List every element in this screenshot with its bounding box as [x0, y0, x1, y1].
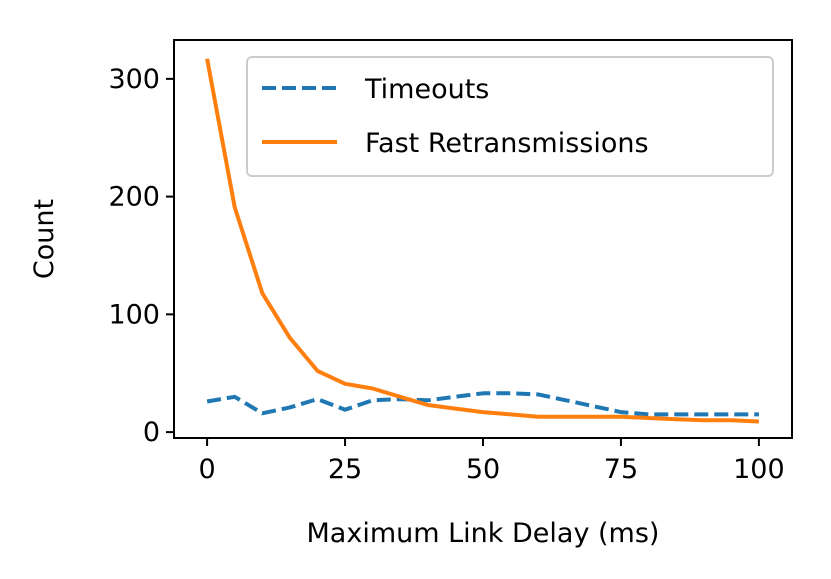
x-tick-label: 100	[733, 454, 785, 485]
ticks-layer: 0 25 50 75 100 0 100 200 300	[108, 64, 784, 485]
legend-label: Fast Retransmissions	[365, 128, 649, 159]
legend-box	[246, 56, 774, 177]
x-tick-label: 75	[604, 454, 638, 485]
y-tick-label: 300	[108, 64, 160, 95]
series-line-fast-retransmissions	[205, 58, 759, 424]
x-tick-label: 25	[328, 454, 362, 485]
y-tick-label: 0	[143, 417, 160, 448]
y-axis-label: Count	[29, 199, 60, 279]
legend-label: Timeouts	[364, 74, 489, 105]
y-tick-label: 100	[108, 299, 160, 330]
legend: Timeouts Fast Retransmissions	[246, 56, 774, 177]
x-tick-label: 50	[466, 454, 500, 485]
series-line-timeouts	[206, 391, 759, 417]
series-layer	[205, 58, 759, 424]
x-tick-label: 0	[199, 454, 216, 485]
y-tick-label: 200	[108, 182, 160, 213]
x-axis-label: Maximum Link Delay (ms)	[307, 518, 660, 549]
